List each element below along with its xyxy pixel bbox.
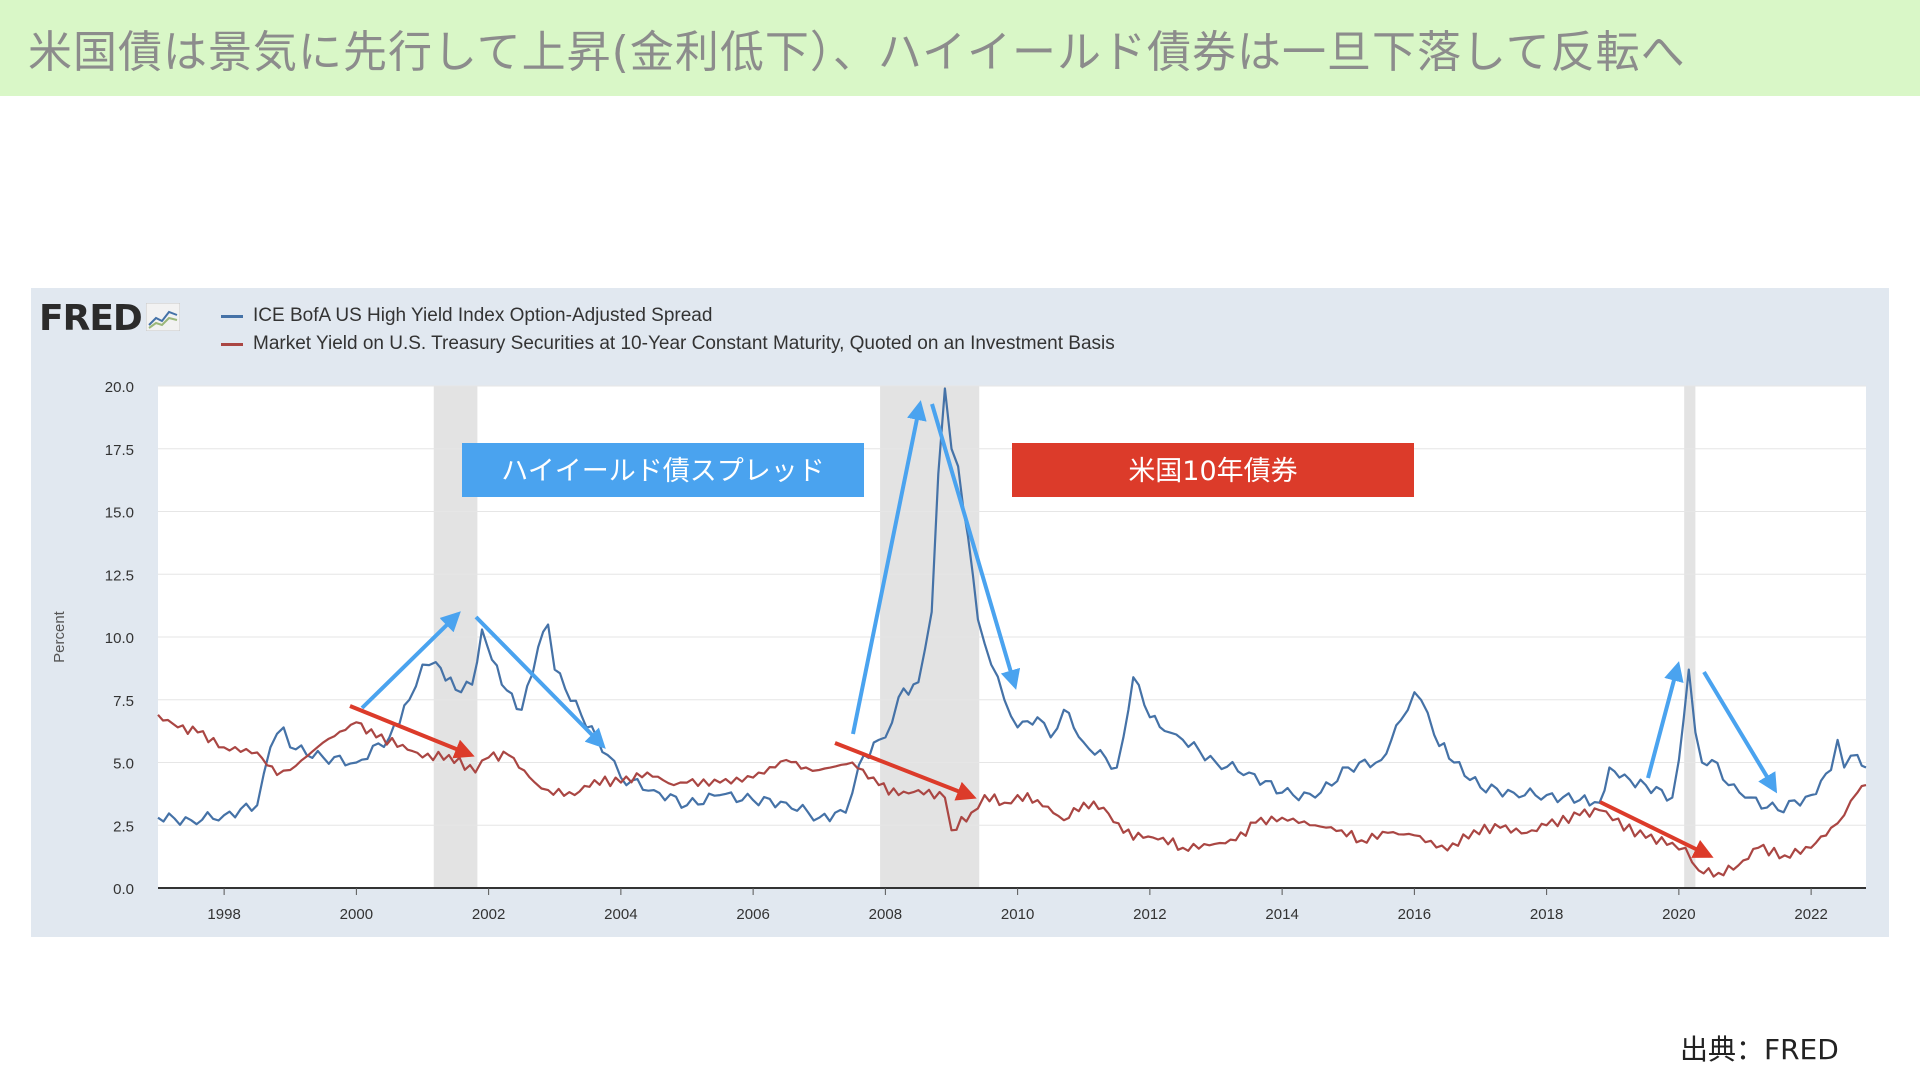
spread-arrow xyxy=(851,400,927,735)
series-line-spread xyxy=(157,387,1867,826)
x-tick-label: 2010 xyxy=(1001,906,1034,923)
legend-swatch-treasury xyxy=(221,342,243,346)
spread-arrow xyxy=(1646,661,1684,779)
treasury-callout-label: 米国10年債券 xyxy=(1128,456,1297,487)
y-tick-label: 17.5 xyxy=(105,442,134,459)
y-tick-label: 7.5 xyxy=(113,693,134,710)
spread-arrow xyxy=(360,611,461,710)
chart-legend: ICE BofA US High Yield Index Option-Adju… xyxy=(221,302,1115,358)
spread-arrow xyxy=(474,615,606,749)
treasury-arrow xyxy=(349,704,475,759)
fred-chart-icon xyxy=(145,302,181,335)
y-tick-label: 2.5 xyxy=(113,818,134,835)
x-tick-label: 2000 xyxy=(340,906,373,923)
y-tick-label: 5.0 xyxy=(113,756,134,773)
fred-logo-text: FRED xyxy=(39,298,143,339)
x-tick-label: 2016 xyxy=(1398,906,1431,923)
x-tick-label: 2012 xyxy=(1133,906,1166,923)
x-tick-label: 2008 xyxy=(869,906,902,923)
fred-logo: FRED xyxy=(39,298,181,339)
x-tick-label: 2020 xyxy=(1662,906,1695,923)
treasury-arrow xyxy=(834,741,977,801)
x-tick-label: 2006 xyxy=(736,906,769,923)
treasury-arrow xyxy=(1599,800,1714,858)
legend-label-spread: ICE BofA US High Yield Index Option-Adju… xyxy=(253,305,713,326)
x-tick-label: 2018 xyxy=(1530,906,1563,923)
spread-arrow xyxy=(1702,670,1778,794)
legend-item-spread: ICE BofA US High Yield Index Option-Adju… xyxy=(221,302,1115,330)
spread-callout-label: ハイイールド債スプレッド xyxy=(501,456,824,487)
spread-arrow xyxy=(930,403,1021,690)
x-tick-label: 2014 xyxy=(1265,906,1298,923)
title-banner: 米国債は景気に先行して上昇(金利低下）、ハイイールド債券は一旦下落して反転へ xyxy=(0,0,1920,96)
y-tick-label: 15.0 xyxy=(105,505,134,522)
x-tick-label: 2022 xyxy=(1794,906,1827,923)
y-tick-label: 20.0 xyxy=(105,379,134,396)
legend-label-treasury: Market Yield on U.S. Treasury Securities… xyxy=(253,333,1115,354)
treasury-callout-box xyxy=(1012,443,1414,497)
page-title: 米国債は景気に先行して上昇(金利低下）、ハイイールド債券は一旦下落して反転へ xyxy=(28,27,1686,78)
legend-swatch-spread xyxy=(221,314,243,318)
series-line-treasury xyxy=(157,714,1867,878)
x-tick-label: 2004 xyxy=(604,906,637,923)
y-tick-label: 0.0 xyxy=(113,881,134,898)
legend-item-treasury: Market Yield on U.S. Treasury Securities… xyxy=(221,330,1115,358)
spread-callout-box xyxy=(462,443,864,497)
x-tick-label: 1998 xyxy=(207,906,240,923)
source-note: 出典：FRED xyxy=(1680,1033,1839,1066)
y-tick-label: 10.0 xyxy=(105,630,134,647)
y-tick-label: 12.5 xyxy=(105,567,134,584)
y-axis-label: Percent xyxy=(51,610,68,663)
x-tick-label: 2002 xyxy=(472,906,505,923)
